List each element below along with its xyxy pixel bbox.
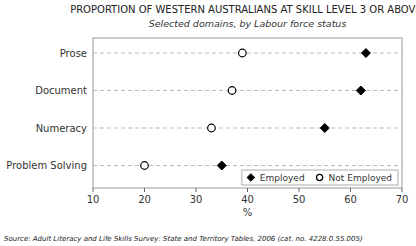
legend-marker	[317, 174, 323, 180]
y-tick-label: Prose	[60, 48, 87, 59]
x-tick-label: 20	[138, 194, 151, 205]
x-tick	[350, 188, 351, 192]
x-tick-label: 60	[344, 194, 357, 205]
legend-label: Employed	[260, 173, 305, 183]
x-tick	[144, 188, 145, 192]
title: PROPORTION OF WESTERN AUSTRALIANS AT SKI…	[70, 4, 416, 15]
dot-marker	[361, 49, 370, 58]
y-tick-label: Problem Solving	[6, 160, 87, 171]
plot-area	[93, 49, 402, 171]
dot-marker	[217, 161, 226, 170]
dot-marker	[239, 49, 247, 57]
dot-marker	[320, 124, 329, 133]
y-tick-label: Document	[35, 85, 87, 96]
x-tick-label: 50	[293, 194, 306, 205]
x-tick-label: 30	[190, 194, 203, 205]
dot-marker	[208, 124, 216, 132]
source-note: Source: Adult Literacy and Life Skills S…	[4, 235, 363, 243]
subtitle: Selected domains, by Labour force status	[149, 18, 347, 29]
dot-marker	[356, 86, 365, 95]
category-grid-line	[93, 128, 402, 129]
x-tick	[299, 188, 300, 192]
legend-marker	[247, 174, 255, 182]
x-tick	[196, 188, 197, 192]
dot-marker	[228, 87, 236, 95]
x-tick	[402, 188, 403, 192]
category-grid-line	[93, 165, 402, 166]
x-tick	[93, 188, 94, 192]
x-tick-label: 40	[241, 194, 254, 205]
legend-label: Not Employed	[329, 173, 392, 183]
x-axis-label: %	[243, 207, 253, 218]
category-grid-line	[93, 53, 402, 54]
chart: PROPORTION OF WESTERN AUSTRALIANS AT SKI…	[0, 0, 416, 246]
x-tick-label: 70	[396, 194, 409, 205]
x-tick	[247, 188, 248, 192]
plot-frame	[93, 38, 402, 188]
dot-marker	[141, 162, 149, 170]
legend: Employed Not Employed	[242, 170, 398, 185]
legend-frame	[242, 170, 398, 185]
y-tick-label: Numeracy	[36, 123, 87, 134]
x-tick-label: 10	[87, 194, 100, 205]
